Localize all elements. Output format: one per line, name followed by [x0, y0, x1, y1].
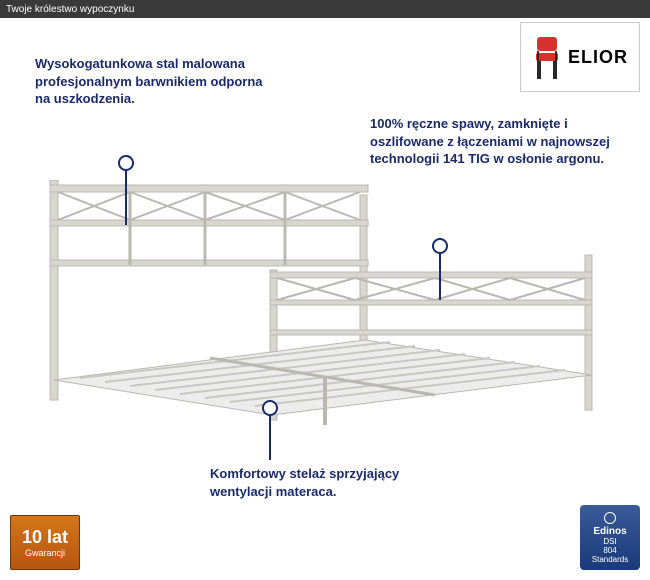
standards-code1: DSI [603, 537, 616, 546]
callout-circle-1 [118, 155, 134, 171]
standards-label: Standards [592, 555, 628, 564]
callout-circle-3 [262, 400, 278, 416]
warranty-label: Gwarancji [25, 548, 65, 558]
feature-slats: Komfortowy stelaż sprzyjający wentylacji… [210, 465, 420, 500]
brand-logo: ELIOR [520, 22, 640, 92]
callout-circle-2 [432, 238, 448, 254]
tagline: Twoje królestwo wypoczynku [6, 4, 134, 15]
standards-badge: Edinos DSI 804 Standards [580, 505, 640, 570]
standards-ring-icon [604, 512, 616, 524]
brand-name: ELIOR [568, 47, 628, 68]
standards-code2: 804 [603, 546, 616, 555]
warranty-years: 10 lat [22, 527, 68, 548]
warranty-badge: 10 lat Gwarancji [10, 515, 80, 570]
standards-brand: Edinos [593, 526, 626, 537]
chair-icon [532, 35, 562, 80]
feature-welding: 100% ręczne spawy, zamknięte i oszlifowa… [370, 115, 630, 168]
bed-illustration [40, 180, 600, 430]
feature-steel: Wysokogatunkowa stal malowana profesjona… [35, 55, 265, 108]
header-bar: Twoje królestwo wypoczynku [0, 0, 650, 18]
